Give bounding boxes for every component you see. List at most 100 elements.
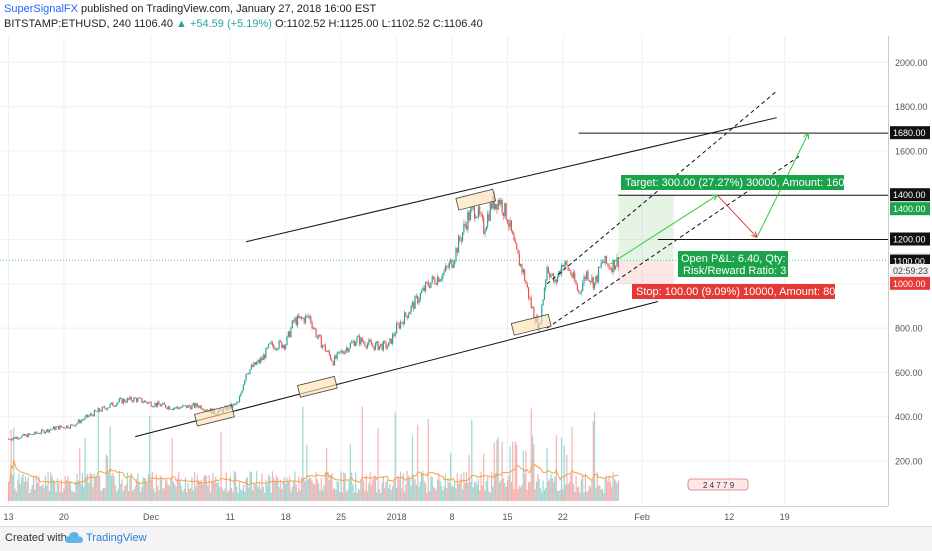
volume-bar xyxy=(65,479,68,501)
candle-body xyxy=(154,403,156,407)
volume-bar xyxy=(604,478,606,501)
events-badge[interactable]: 2 4 7 7 9 xyxy=(703,481,735,490)
volume-bar xyxy=(419,481,421,501)
candle-body xyxy=(249,368,251,374)
candle-body xyxy=(473,207,476,219)
candle-body xyxy=(546,267,548,280)
volume-bar xyxy=(397,475,399,501)
candle-body xyxy=(492,195,494,209)
volume-bar xyxy=(84,437,86,501)
volume-bar xyxy=(291,486,293,501)
volume-bar xyxy=(11,474,14,501)
projection-arrow-down xyxy=(716,194,758,238)
volume-bar xyxy=(55,491,57,501)
candle-body xyxy=(257,359,259,363)
price-label: 1000.00 xyxy=(893,279,926,289)
volume-bar xyxy=(361,406,363,501)
volume-bar xyxy=(571,427,573,501)
candle-body xyxy=(468,212,470,221)
volume-bar xyxy=(273,477,275,501)
candle-body xyxy=(516,243,518,250)
volume-bar xyxy=(456,472,458,501)
volume-bar xyxy=(559,489,561,501)
candle-body xyxy=(435,283,437,285)
y-tick-label: 1600.00 xyxy=(895,146,928,156)
volume-bar xyxy=(97,407,99,501)
candle-body xyxy=(151,406,153,408)
candle-body xyxy=(114,405,117,407)
volume-bar xyxy=(542,480,544,501)
volume-bar xyxy=(131,491,134,501)
candle-body xyxy=(560,265,563,274)
volume-bar xyxy=(263,492,266,501)
candle-body xyxy=(308,316,311,318)
author-link[interactable]: SuperSignalFX xyxy=(4,3,78,15)
candle-body xyxy=(162,402,164,405)
candle-body xyxy=(157,401,159,407)
long-position-tool[interactable] xyxy=(618,195,674,284)
tradingview-brand[interactable]: TradingView xyxy=(86,532,147,544)
candle-body xyxy=(373,346,375,350)
volume-bar xyxy=(521,484,523,501)
volume-bar xyxy=(426,492,428,501)
volume-bar xyxy=(564,484,567,501)
volume-bar xyxy=(612,471,614,501)
volume-bar xyxy=(579,492,581,501)
volume-bar xyxy=(393,481,395,501)
candle-body xyxy=(480,214,482,215)
volume-bar xyxy=(92,486,94,501)
volume-bar xyxy=(460,474,462,501)
target-label: Target: 300.00 (27.27%) 30000, Amount: 1… xyxy=(625,177,851,189)
volume-bar xyxy=(417,424,419,501)
candle-body xyxy=(431,276,433,283)
price-chart[interactable]: Target: 300.00 (27.27%) 30000, Amount: 1… xyxy=(0,36,932,526)
volume-bar xyxy=(491,472,493,501)
volume-bar xyxy=(553,481,555,501)
volume-bar xyxy=(258,483,260,501)
volume-bar xyxy=(584,473,586,501)
candle-body xyxy=(188,405,190,407)
volume-bar xyxy=(512,441,514,501)
candle-body xyxy=(142,402,144,403)
candle-body xyxy=(320,336,322,348)
volume-bar xyxy=(63,488,65,501)
target-label-bg xyxy=(621,175,844,190)
x-tick-label: 18 xyxy=(281,512,291,522)
volume-bar xyxy=(22,473,24,501)
candle-body xyxy=(281,341,283,348)
candle-body xyxy=(161,404,163,407)
candle-body xyxy=(7,438,10,440)
openpl-label-bg xyxy=(678,251,788,277)
channel-touch-box xyxy=(455,188,497,211)
volume-bar xyxy=(428,491,431,501)
candle-body xyxy=(236,402,238,405)
candle-body xyxy=(608,264,610,269)
candle-body xyxy=(498,200,501,205)
volume-bar xyxy=(108,472,110,501)
candle-body xyxy=(340,350,342,353)
candle-body xyxy=(530,298,532,308)
candle-body xyxy=(563,264,565,267)
volume-bar xyxy=(146,483,148,501)
volume-bar xyxy=(241,490,243,501)
volume-bar xyxy=(137,473,139,501)
candle-body xyxy=(122,399,124,404)
candle-body xyxy=(414,296,416,309)
volume-bar xyxy=(125,484,127,501)
volume-bar xyxy=(514,441,516,501)
candle-body xyxy=(452,264,454,268)
volume-bar xyxy=(190,488,192,501)
candle-body xyxy=(322,345,324,348)
candle-body xyxy=(290,328,292,338)
volume-bar xyxy=(599,485,601,501)
volume-bar xyxy=(608,475,610,501)
candle-body xyxy=(425,282,427,291)
candle-body xyxy=(439,279,441,282)
volume-bar xyxy=(303,478,305,501)
candle-body xyxy=(92,414,94,417)
time-axis[interactable]: 13 20 Dec 11 18 25 2018 8 15 22 Feb 12 19 xyxy=(3,512,789,522)
candle-body xyxy=(415,296,417,297)
volume-bar xyxy=(344,473,346,501)
volume-bar xyxy=(520,487,522,501)
candle-body xyxy=(260,358,262,363)
